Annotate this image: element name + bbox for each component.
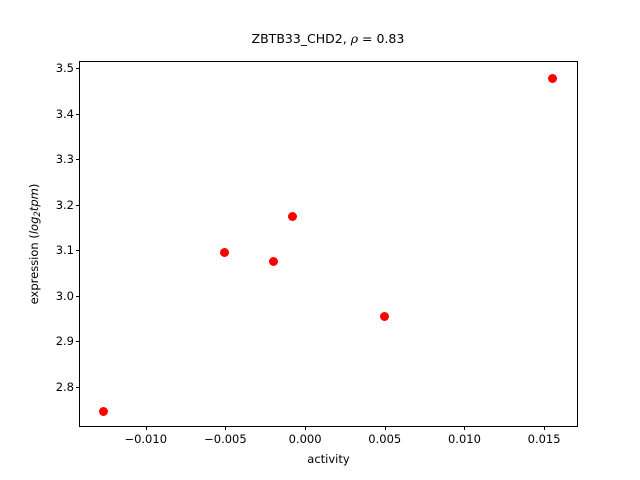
scatter-point [268,256,278,266]
scatter-point [380,311,390,321]
y-axis-tick-label: 3.4 [55,106,74,121]
scatter-point [547,74,557,84]
x-axis-tick-label: 0.010 [447,432,481,446]
y-axis-tick [76,113,80,115]
y-axis-tick-label: 2.9 [55,334,74,349]
y-axis-label-log: log [27,216,41,235]
x-axis-tick [544,426,546,430]
x-axis-tick [225,426,227,430]
y-axis-tick-label: 3.2 [55,197,74,212]
y-axis-tick [76,250,80,252]
x-axis-tick-label: −0.010 [124,432,168,446]
x-axis-tick-label: 0.005 [368,432,402,446]
y-axis-tick-label: 3.5 [55,61,74,76]
y-axis-tick [76,68,80,70]
x-axis-tick [384,426,386,430]
y-axis-tick [76,341,80,343]
y-axis-tick [76,295,80,297]
chart-title-pair: ZBTB33_CHD2, [251,31,351,46]
scatter-point [287,211,297,221]
plot-area [80,62,577,426]
x-axis-tick [305,426,307,430]
y-axis-tick-label: 3.1 [55,243,74,258]
y-axis-label-suffix: ) [27,183,41,189]
x-axis-tick-label: 0.015 [527,432,561,446]
y-axis-label: expression (log2tpm) [27,61,43,427]
x-axis-tick [464,426,466,430]
x-axis-tick-label: 0.000 [288,432,322,446]
scatter-point [98,406,108,416]
scatter-point [219,247,229,257]
x-axis-tick [145,426,147,430]
y-axis-tick [76,204,80,206]
plot-axes: −0.010 −0.005 0.000 0.005 0.010 0.015 2.8 2.9 3.… [56,61,578,446]
y-axis-tick [76,159,80,161]
y-axis-label-tpm: tpm [27,188,41,212]
rho-symbol: ρ [350,31,359,46]
x-axis-tick-label: −0.005 [204,432,247,446]
y-axis-tick-label: 3.3 [55,152,74,167]
y-axis-tick-label: 2.8 [55,380,74,394]
x-axis-label: activity [307,452,350,466]
rho-value: = 0.83 [358,31,405,46]
y-axis-label-prefix: expression ( [27,234,41,305]
y-axis-label-subscript: 2 [32,211,43,217]
y-axis-tick-label: 3.0 [55,288,74,303]
chart-title-line1: ZBTB33_CHD2, ρ = 0.83 [252,31,405,46]
y-axis-tick [76,387,80,388]
